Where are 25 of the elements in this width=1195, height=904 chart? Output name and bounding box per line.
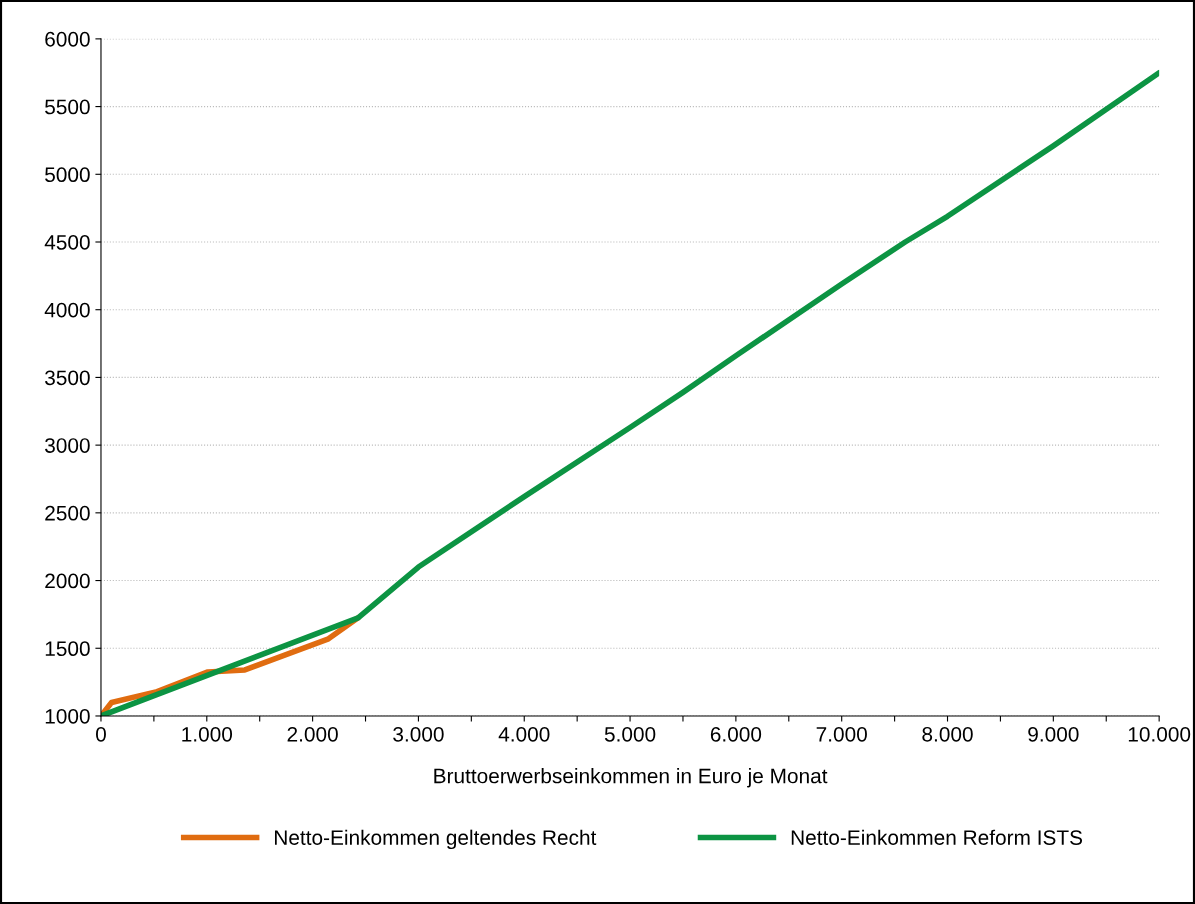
x-tick-label: 1.000 xyxy=(182,726,233,742)
y-tick-label: 5000 xyxy=(45,167,90,183)
y-tick-label: 5500 xyxy=(45,99,90,115)
y-tick-label: 3000 xyxy=(45,438,90,453)
legend-label: Netto-Einkommen geltendes Recht xyxy=(275,829,597,850)
y-tick-label: 6000 xyxy=(45,31,90,47)
x-axis-title: Bruttoerwerbseinkommen in Euro je Monat xyxy=(434,768,828,788)
x-tick-label: 10.000 xyxy=(1128,726,1191,742)
y-tick-label: 2000 xyxy=(45,573,90,589)
x-tick-label: 4.000 xyxy=(498,726,550,742)
x-tick-label: 6.000 xyxy=(710,726,762,742)
x-tick-label: 0 xyxy=(96,726,106,742)
y-tick-label: 1000 xyxy=(45,708,90,724)
x-tick-label: 7.000 xyxy=(816,726,867,742)
x-tick-label: 3.000 xyxy=(393,726,444,742)
y-tick-label: 3500 xyxy=(45,370,90,386)
x-tick-label: 5.000 xyxy=(604,726,656,742)
y-tick-label: 4500 xyxy=(44,235,90,250)
legend-label: Netto-Einkommen Reform ISTS xyxy=(791,829,1083,845)
x-tick-label: 9.000 xyxy=(1028,726,1079,742)
y-tick-label: 1500 xyxy=(45,641,90,657)
y-tick-label: 2500 xyxy=(45,505,90,521)
x-tick-label: 2.000 xyxy=(287,726,338,742)
x-tick-label: 8.000 xyxy=(922,726,973,742)
y-tick-label: 4000 xyxy=(44,302,90,318)
